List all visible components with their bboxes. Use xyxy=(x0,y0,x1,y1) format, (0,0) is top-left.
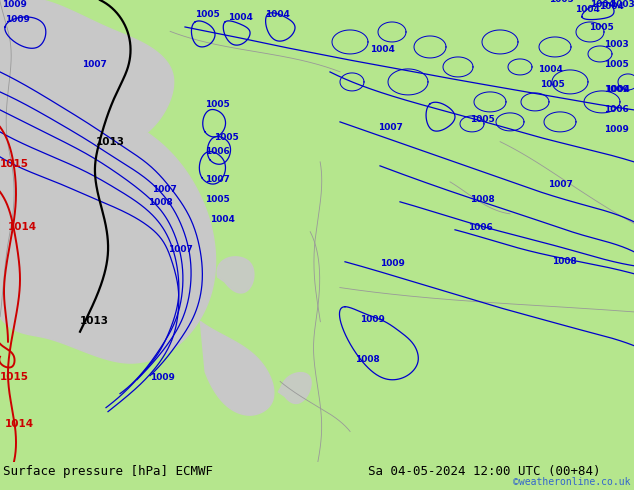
Text: 1006: 1006 xyxy=(205,147,230,156)
Text: 1009: 1009 xyxy=(604,125,629,134)
Text: 1007: 1007 xyxy=(205,175,230,184)
Text: Sa 04-05-2024 12:00 UTC (00+84): Sa 04-05-2024 12:00 UTC (00+84) xyxy=(368,465,600,478)
Text: 1004: 1004 xyxy=(228,13,253,22)
Text: 1015: 1015 xyxy=(0,371,29,382)
Text: 1014: 1014 xyxy=(8,222,37,232)
Text: Surface pressure [hPa] ECMWF: Surface pressure [hPa] ECMWF xyxy=(3,465,213,478)
Polygon shape xyxy=(217,257,254,293)
Text: 1013: 1013 xyxy=(80,316,109,326)
Text: 1005: 1005 xyxy=(549,0,574,4)
Text: 1006: 1006 xyxy=(468,223,493,232)
Text: 1005: 1005 xyxy=(604,60,629,69)
Text: 1004: 1004 xyxy=(575,5,600,14)
Text: 1005: 1005 xyxy=(214,133,239,142)
Text: 1003: 1003 xyxy=(610,0,634,9)
Text: 1009: 1009 xyxy=(604,85,629,94)
Text: 1007: 1007 xyxy=(378,123,403,132)
Text: 1004: 1004 xyxy=(599,2,624,11)
Text: 1008: 1008 xyxy=(355,355,380,364)
Text: 1004: 1004 xyxy=(590,0,615,9)
Text: 1005: 1005 xyxy=(205,100,230,109)
Text: 1009: 1009 xyxy=(360,315,385,324)
Text: 1004: 1004 xyxy=(265,10,290,19)
Polygon shape xyxy=(0,70,216,363)
Text: 1008: 1008 xyxy=(552,257,577,266)
Polygon shape xyxy=(278,372,311,403)
Text: 1007: 1007 xyxy=(152,185,177,194)
Text: 1004: 1004 xyxy=(210,215,235,224)
Text: 1014: 1014 xyxy=(5,418,34,429)
Text: 1005: 1005 xyxy=(540,80,565,89)
Text: 1006: 1006 xyxy=(604,105,629,114)
Text: 1009: 1009 xyxy=(5,15,30,24)
Text: 1005: 1005 xyxy=(589,23,614,32)
Text: 1004: 1004 xyxy=(370,45,395,54)
Text: 1008: 1008 xyxy=(148,198,172,207)
Text: 1007: 1007 xyxy=(168,245,193,254)
Text: 1009: 1009 xyxy=(150,373,175,382)
Text: ©weatheronline.co.uk: ©weatheronline.co.uk xyxy=(514,477,631,487)
Polygon shape xyxy=(0,0,174,149)
Text: 1004: 1004 xyxy=(605,85,630,94)
Text: 1009: 1009 xyxy=(380,259,405,268)
Text: 1007: 1007 xyxy=(82,60,107,69)
Text: 1003: 1003 xyxy=(604,40,629,49)
Text: 1005: 1005 xyxy=(195,10,220,19)
Polygon shape xyxy=(200,321,274,415)
Text: 1008: 1008 xyxy=(470,195,495,204)
Text: 1005: 1005 xyxy=(205,195,230,204)
Text: 1005: 1005 xyxy=(470,115,495,124)
Text: 1007: 1007 xyxy=(548,180,573,189)
Text: 1009: 1009 xyxy=(2,0,27,9)
Text: 1004: 1004 xyxy=(538,65,563,74)
Text: 1015: 1015 xyxy=(0,159,29,169)
Text: 1013: 1013 xyxy=(96,137,125,147)
